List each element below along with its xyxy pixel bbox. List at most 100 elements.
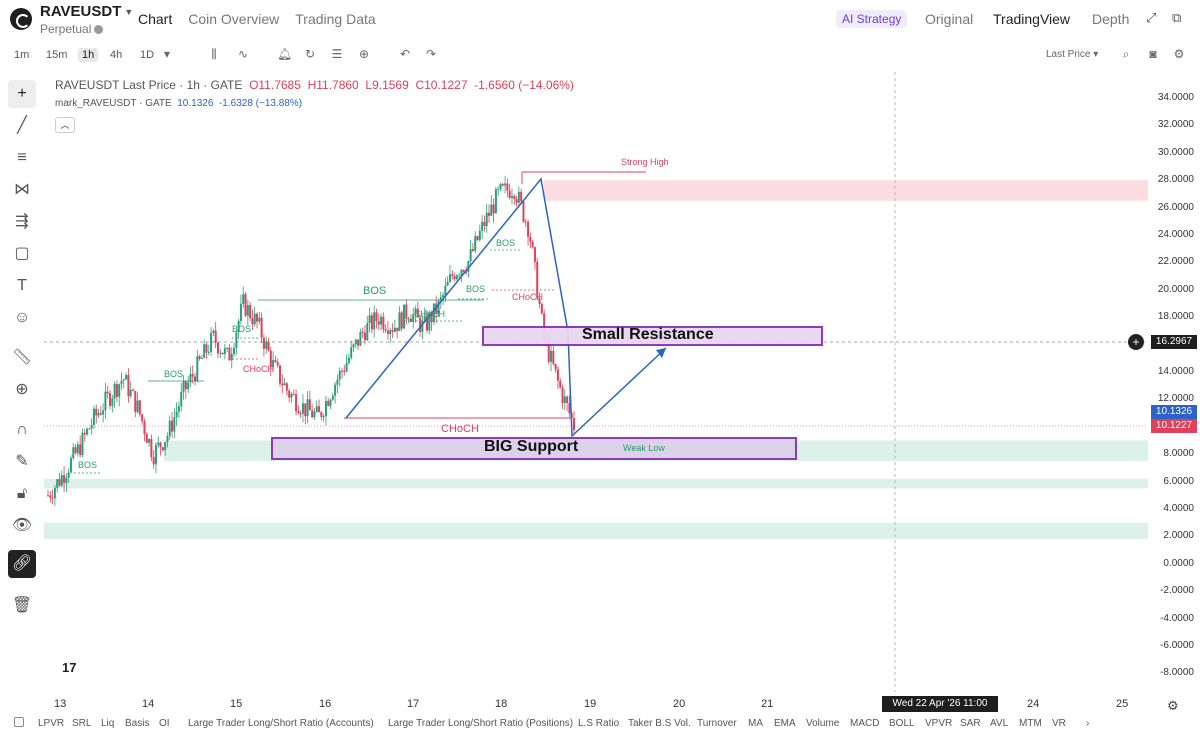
candle-body <box>306 399 309 417</box>
indicator-item[interactable]: SRL <box>72 718 92 729</box>
indicator-item[interactable]: VPVR <box>925 718 953 729</box>
candle-body <box>214 330 217 343</box>
chart-canvas[interactable] <box>44 72 1148 692</box>
time-axis[interactable]: Wed 22 Apr '26 11:00 13 14 15 16 17 18 19 20 21 2… <box>44 694 1148 714</box>
indicator-bar: LPVR SRL Liq Basis OI Large Trader Long/Short… <box>0 714 1200 734</box>
indicator-item[interactable]: Large Trader Long/Short Ratio (Positions… <box>388 718 574 729</box>
indicator-item[interactable]: L.S Ratio <box>578 718 620 729</box>
chevron-right-icon[interactable]: › <box>1086 718 1090 729</box>
alert-icon[interactable]: 🔔︎ <box>277 47 293 61</box>
expand-icon[interactable] <box>14 717 24 727</box>
magnet-tool-icon[interactable]: ∩ <box>16 421 28 438</box>
timeframe-1d[interactable]: 1D <box>140 49 155 61</box>
tab-trading-data[interactable]: Trading Data <box>295 11 376 27</box>
candle-body <box>251 318 254 325</box>
pattern-tool-icon[interactable]: ⋈ <box>14 181 30 198</box>
price-chart[interactable] <box>44 72 1148 692</box>
indicator-item[interactable]: Turnover <box>697 718 737 729</box>
indicator-item[interactable]: EMA <box>774 718 796 729</box>
indicator-item[interactable]: BOLL <box>889 718 915 729</box>
link-icon[interactable]: 🔗︎ <box>8 550 36 578</box>
candle-type-icon[interactable]: ⫼ <box>211 47 217 61</box>
indicator-item[interactable]: Basis <box>125 718 150 729</box>
indicator-item[interactable]: AVL <box>990 718 1009 729</box>
popout-icon[interactable]: ⧉ <box>1172 10 1182 25</box>
indicator-item[interactable]: Liq <box>101 718 115 729</box>
indicator-item[interactable]: Large Trader Long/Short Ratio (Accounts) <box>188 718 374 729</box>
axis-settings-icon[interactable]: ⚙ <box>1167 698 1179 713</box>
keep-drawing-icon[interactable]: ✎ <box>15 453 29 470</box>
ruler-tool-icon[interactable]: 📏︎ <box>11 349 33 366</box>
search-icon[interactable]: ⌕ <box>1122 47 1130 61</box>
candle-body <box>134 390 137 413</box>
redo-icon[interactable]: ↷ <box>425 47 437 61</box>
candle-body <box>320 412 323 417</box>
candle-body <box>341 370 344 372</box>
tab-coin-overview[interactable]: Coin Overview <box>188 11 280 27</box>
view-depth[interactable]: Depth <box>1092 11 1130 27</box>
indicator-item[interactable]: MA <box>748 718 763 729</box>
indicators-icon[interactable]: ∿ <box>237 47 249 61</box>
price-tick: -8.0000 <box>1160 667 1194 679</box>
candle-body <box>283 383 286 386</box>
text-tool-icon[interactable]: T <box>17 277 27 294</box>
crosshair-tool-icon[interactable]: + <box>8 80 36 108</box>
gear-icon[interactable]: ⚙ <box>1173 47 1185 61</box>
indicator-item[interactable]: OI <box>159 718 170 729</box>
view-original[interactable]: Original <box>925 11 974 27</box>
zoom-tool-icon[interactable]: ⊕ <box>15 381 29 398</box>
fullscreen-icon[interactable]: ⤢ <box>1146 10 1157 25</box>
candle-body <box>533 247 536 262</box>
trash-icon[interactable]: 🗑︎ <box>11 597 33 614</box>
price-type-label: Last Price <box>1046 49 1091 60</box>
indicator-item[interactable]: MACD <box>850 718 880 729</box>
templates-icon[interactable]: ☰ <box>331 47 343 61</box>
timeframe-1h[interactable]: 1h <box>78 48 99 62</box>
contract-type-label: Perpetual <box>40 22 92 36</box>
emoji-tool-icon[interactable]: ☺ <box>13 309 31 326</box>
candle-body <box>129 389 132 397</box>
replay-icon[interactable]: ↻ <box>304 47 316 61</box>
view-tradingview[interactable]: TradingView <box>993 11 1071 27</box>
fib-tool-icon[interactable]: ≡ <box>17 149 27 166</box>
add-indicator-icon[interactable]: ⊕ <box>358 47 370 61</box>
timeframe-15m[interactable]: 15m <box>46 49 68 61</box>
camera-icon[interactable]: ◙ <box>1149 47 1157 61</box>
candle-body <box>253 313 256 325</box>
collapse-legend-button[interactable]: ︿ <box>55 117 75 133</box>
exchange-logo[interactable] <box>10 8 32 30</box>
tradingview-logo[interactable]: 17 <box>62 660 77 675</box>
ai-strategy-button[interactable]: AI Strategy <box>836 10 908 28</box>
undo-icon[interactable]: ↶ <box>399 47 411 61</box>
candle-body <box>145 433 148 443</box>
candle-body <box>435 303 438 315</box>
price-type-selector[interactable]: Last Price ▾ <box>1046 49 1099 60</box>
bos-label: BOS <box>466 284 486 294</box>
crosshair-price-badge: 16.2967 <box>1151 335 1197 349</box>
candle-body <box>219 352 222 354</box>
candle-body <box>529 236 532 242</box>
info-icon[interactable] <box>94 25 104 34</box>
timeframe-dropdown-icon[interactable]: ▾ <box>163 47 171 61</box>
trendline-tool-icon[interactable]: ╱ <box>17 117 27 134</box>
shape-tool-icon[interactable]: ▢ <box>14 245 30 262</box>
indicator-item[interactable]: LPVR <box>38 718 65 729</box>
indicator-item[interactable]: Taker B.S Vol. <box>628 718 691 729</box>
tab-chart[interactable]: Chart <box>138 11 173 27</box>
lock-icon[interactable]: 🔓︎ <box>16 485 28 502</box>
timeframe-4h[interactable]: 4h <box>110 49 123 61</box>
price-axis[interactable]: 34.0000 32.0000 30.0000 28.0000 26.0000 24.00… <box>1148 72 1200 692</box>
indicator-item[interactable]: SAR <box>960 718 981 729</box>
indicator-item[interactable]: VR <box>1052 718 1066 729</box>
candle-body <box>386 330 389 335</box>
candle-body <box>288 390 291 398</box>
candle-body <box>474 236 477 251</box>
indicator-item[interactable]: Volume <box>806 718 840 729</box>
strong-high-label: Strong High <box>621 157 669 167</box>
visibility-icon[interactable]: 👁︎ <box>11 517 33 534</box>
add-alert-icon[interactable]: + <box>1128 334 1144 350</box>
timeframe-1m[interactable]: 1m <box>14 49 30 61</box>
indicator-item[interactable]: MTM <box>1019 718 1042 729</box>
projection-tool-icon[interactable]: ⇶ <box>15 213 29 230</box>
symbol-selector[interactable]: RAVEUSDT ▼ <box>40 3 133 20</box>
